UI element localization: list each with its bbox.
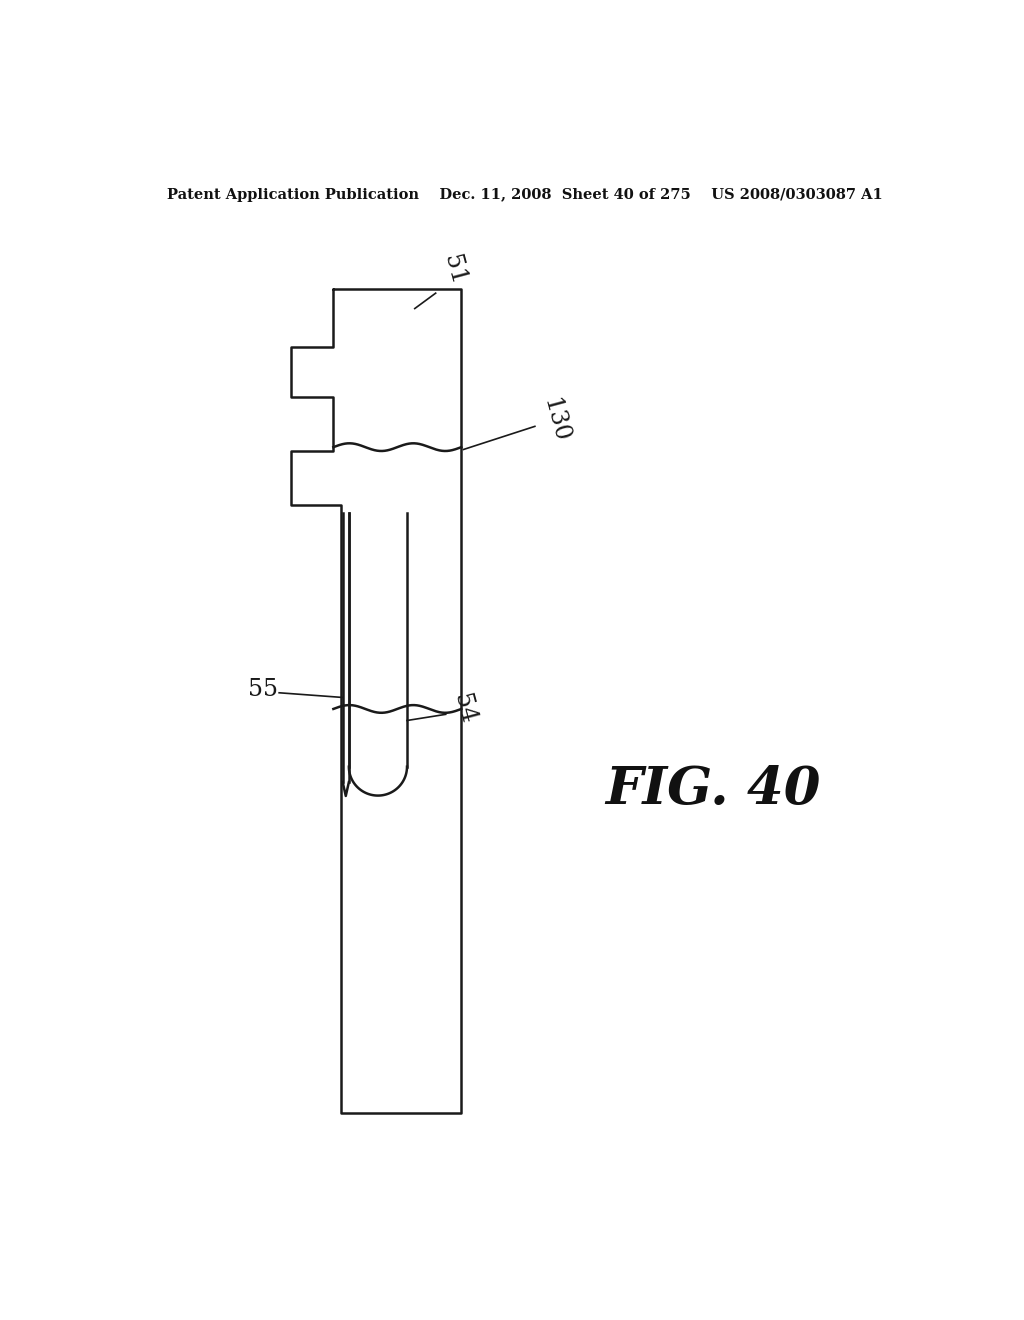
Text: Patent Application Publication    Dec. 11, 2008  Sheet 40 of 275    US 2008/0303: Patent Application Publication Dec. 11, … — [167, 189, 883, 202]
Text: FIG. 40: FIG. 40 — [605, 764, 821, 816]
Text: 130: 130 — [539, 396, 572, 445]
Text: 55: 55 — [248, 678, 279, 701]
Text: 54: 54 — [450, 692, 479, 726]
Text: 51: 51 — [439, 252, 470, 288]
